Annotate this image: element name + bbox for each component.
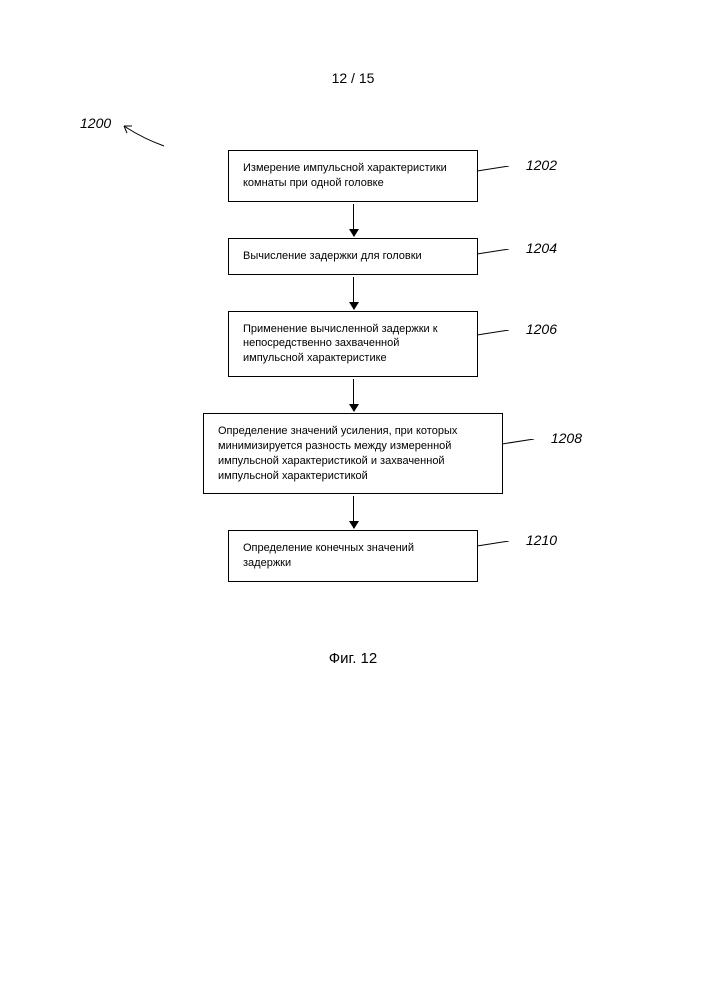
label-line-icon <box>477 541 517 551</box>
flow-arrow-icon <box>353 204 354 236</box>
step-text: Вычисление задержки для головки <box>243 250 422 262</box>
step-text: Измерение импульсной характеристики комн… <box>243 162 447 189</box>
label-line-icon <box>502 439 542 449</box>
step-label-1204: 1204 <box>526 239 557 258</box>
step-box-1210: Определение конечных значений задержки 1… <box>228 530 478 582</box>
step-label-1206: 1206 <box>526 320 557 339</box>
step-label-1210: 1210 <box>526 531 557 550</box>
step-text: Определение конечных значений задержки <box>243 542 414 569</box>
step-box-1208: Определение значений усиления, при котор… <box>203 413 503 494</box>
label-line-icon <box>477 166 517 176</box>
step-label-1208: 1208 <box>551 429 582 448</box>
step-text: Определение значений усиления, при котор… <box>218 425 457 482</box>
curve-arrow-icon <box>122 118 172 148</box>
flow-arrow-icon <box>353 496 354 528</box>
step-box-1206: Применение вычисленной задержки к непоср… <box>228 311 478 378</box>
step-text: Применение вычисленной задержки к непоср… <box>243 323 438 365</box>
flow-arrow-icon <box>353 379 354 411</box>
step-box-1202: Измерение импульсной характеристики комн… <box>228 150 478 202</box>
label-line-icon <box>477 330 517 340</box>
label-line-icon <box>477 249 517 259</box>
step-box-1204: Вычисление задержки для головки 1204 <box>228 238 478 275</box>
step-label-1202: 1202 <box>526 156 557 175</box>
figure-caption: Фиг. 12 <box>329 650 377 667</box>
flow-arrow-icon <box>353 277 354 309</box>
page-number: 12 / 15 <box>332 70 375 86</box>
flowchart-label-1200: 1200 <box>80 115 111 131</box>
flowchart: Измерение импульсной характеристики комн… <box>193 150 513 582</box>
